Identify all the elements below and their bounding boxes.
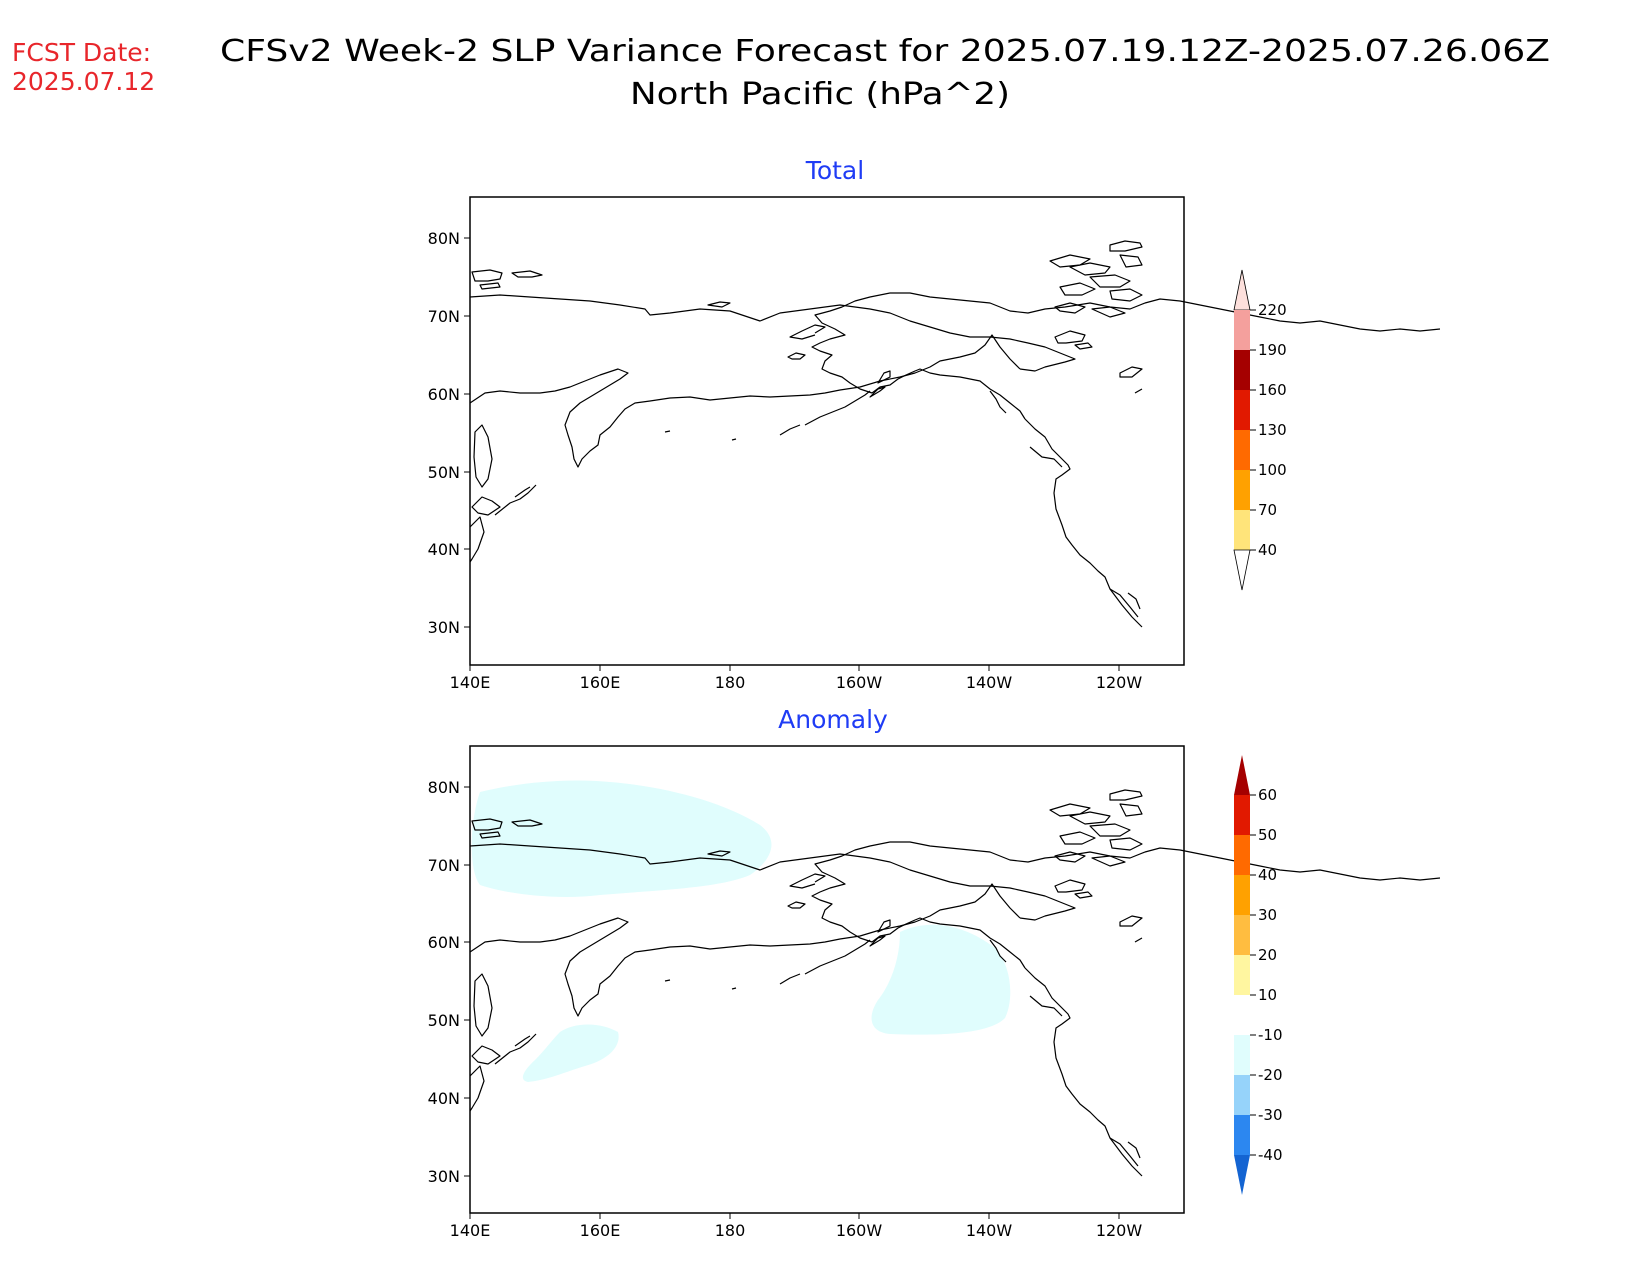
colorbar-swatch [1234, 875, 1250, 915]
colorbar-label: -40 [1258, 1146, 1283, 1164]
colorbar-bottom-arrow [1234, 1155, 1250, 1195]
total-lat-axis: 80N 70N 60N 50N 40N 30N [428, 229, 470, 637]
lat-tick-label: 80N [428, 229, 460, 248]
colorbar-swatch [1234, 835, 1250, 875]
lon-tick-label: 140W [966, 673, 1013, 692]
colorbar-swatch [1234, 1075, 1250, 1115]
colorbar-label: 160 [1258, 381, 1287, 399]
total-colorbar: 220 190 160 130 100 70 40 [1233, 269, 1287, 591]
anomaly-lat-axis: 80N 70N 60N 50N 40N 30N [428, 778, 470, 1186]
colorbar-label: 10 [1258, 986, 1277, 1004]
lat-tick-label: 50N [428, 463, 460, 482]
colorbar-label: 100 [1258, 461, 1287, 479]
colorbar-swatch [1234, 1115, 1250, 1155]
colorbar-label: 50 [1258, 826, 1277, 844]
colorbar-swatch [1234, 955, 1250, 995]
main-title: CFSv2 Week-2 SLP Variance Forecast for 2… [220, 34, 1550, 69]
fcst-date: 2025.07.12 [12, 67, 155, 96]
lat-tick-label: 80N [428, 778, 460, 797]
colorbar-swatch [1234, 430, 1250, 470]
colorbar-label: 130 [1258, 421, 1287, 439]
colorbar-swatch [1234, 510, 1250, 550]
colorbar-bottom-arrow [1233, 549, 1251, 591]
anomaly-shaded-regions [471, 780, 1011, 1082]
colorbar-swatch [1234, 995, 1250, 1035]
lat-tick-label: 50N [428, 1011, 460, 1030]
total-panel: Total 80N 70N 60N 50N 40N 30N 140E 160E … [428, 156, 1441, 692]
total-map-frame [470, 197, 1184, 665]
lat-tick-label: 70N [428, 307, 460, 326]
anomaly-panel: Anomaly 80N 70N 60N 50N 40N 30N 140E [428, 705, 1441, 1240]
anomaly-region-kuril [522, 1024, 619, 1082]
panel-title-anomaly: Anomaly [778, 705, 888, 734]
lat-tick-label: 40N [428, 540, 460, 559]
colorbar-label: 60 [1258, 786, 1277, 804]
lon-tick-label: 120W [1096, 1221, 1143, 1240]
anomaly-lon-axis: 140E 160E 180 160W 140W 120W [450, 1213, 1143, 1240]
lat-tick-label: 70N [428, 856, 460, 875]
colorbar-label: 30 [1258, 906, 1277, 924]
lon-tick-label: 180 [715, 673, 746, 692]
anomaly-region-arctic [471, 780, 772, 897]
total-lon-axis: 140E 160E 180 160W 140W 120W [450, 665, 1143, 692]
lon-tick-label: 160E [580, 1221, 621, 1240]
colorbar-top-arrow [1234, 755, 1250, 795]
lon-tick-label: 160W [836, 673, 883, 692]
lon-tick-label: 140E [450, 1221, 491, 1240]
lat-tick-label: 40N [428, 1089, 460, 1108]
subtitle: North Pacific (hPa^2) [630, 77, 1010, 112]
colorbar-swatch [1234, 390, 1250, 430]
lon-tick-label: 160E [580, 673, 621, 692]
colorbar-swatch [1234, 795, 1250, 835]
lon-tick-label: 160W [836, 1221, 883, 1240]
lon-tick-label: 180 [715, 1221, 746, 1240]
lat-tick-label: 30N [428, 1167, 460, 1186]
colorbar-swatch [1234, 310, 1250, 350]
colorbar-label: -10 [1258, 1026, 1283, 1044]
fcst-label: FCST Date: [12, 38, 151, 67]
colorbar-label: -30 [1258, 1106, 1283, 1124]
lon-tick-label: 140W [966, 1221, 1013, 1240]
panel-title-total: Total [805, 156, 864, 185]
colorbar-label: 70 [1258, 501, 1277, 519]
lat-tick-label: 30N [428, 618, 460, 637]
lon-tick-label: 140E [450, 673, 491, 692]
colorbar-label: 40 [1258, 866, 1277, 884]
colorbar-label: 20 [1258, 946, 1277, 964]
lon-tick-label: 120W [1096, 673, 1143, 692]
colorbar-label: -20 [1258, 1066, 1283, 1084]
colorbar-label: 190 [1258, 341, 1287, 359]
colorbar-label: 220 [1258, 301, 1287, 319]
lat-tick-label: 60N [428, 933, 460, 952]
colorbar-top-arrow [1233, 269, 1251, 311]
colorbar-swatch [1234, 350, 1250, 390]
colorbar-swatch [1234, 915, 1250, 955]
colorbar-swatch [1234, 1035, 1250, 1075]
lat-tick-label: 60N [428, 385, 460, 404]
anomaly-colorbar: 60 50 40 30 20 10 -10 -20 -30 -40 [1234, 755, 1283, 1195]
colorbar-label: 40 [1258, 541, 1277, 559]
anomaly-region-gulf-of-alaska [871, 924, 1011, 1035]
colorbar-swatch [1234, 470, 1250, 510]
